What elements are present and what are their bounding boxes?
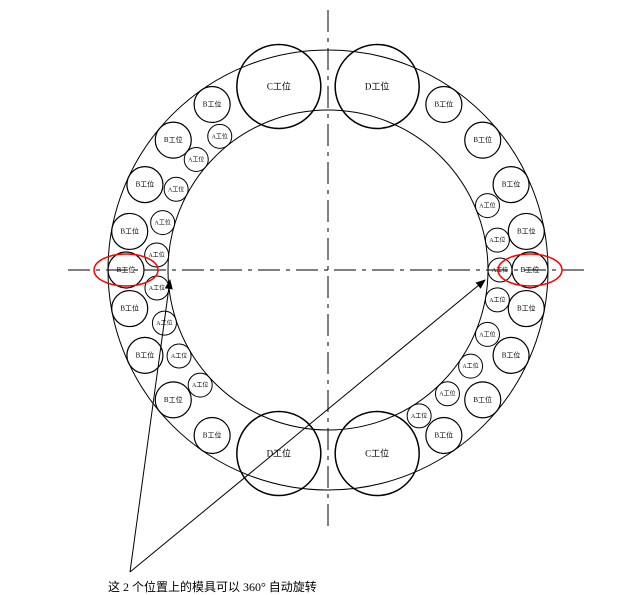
b-station-label: B工位	[117, 265, 136, 274]
annotation-arrow	[130, 280, 170, 572]
a-station-label: A工位	[212, 132, 228, 140]
b-station-label: B工位	[435, 100, 454, 109]
b-station-label: B工位	[473, 395, 492, 404]
b-station-label: B工位	[517, 226, 536, 235]
a-station-label: A工位	[489, 236, 505, 244]
b-station-label: B工位	[120, 304, 139, 313]
a-station-label: A工位	[168, 185, 184, 193]
a-station-label: A工位	[149, 284, 165, 292]
a-station-label: A工位	[192, 381, 208, 389]
b-station-label: B工位	[136, 180, 155, 189]
b-station-label: B工位	[521, 265, 540, 274]
b-station-label: B工位	[120, 226, 139, 235]
b-station-label: B工位	[164, 135, 183, 144]
a-station-label: A工位	[479, 330, 495, 338]
a-station-label: A工位	[479, 202, 495, 210]
a-station-label: A工位	[492, 266, 508, 274]
a-station-label: A工位	[148, 251, 164, 259]
rotation-annotation: 这 2 个位置上的模具可以 360° 自动旋转	[108, 578, 317, 595]
b-station-label: B工位	[435, 430, 454, 439]
big-station-label: C工位	[267, 80, 291, 91]
annotation-arrow	[130, 280, 485, 572]
a-station-label: A工位	[489, 296, 505, 304]
b-station-label: B工位	[136, 350, 155, 359]
b-station-label: B工位	[203, 100, 222, 109]
a-station-label: A工位	[411, 412, 427, 420]
b-station-label: B工位	[517, 304, 536, 313]
b-station-label: B工位	[203, 430, 222, 439]
a-station-label: A工位	[188, 155, 204, 163]
turret-diagram: C工位D工位D工位C工位B工位B工位B工位B工位B工位B工位B工位B工位B工位B…	[0, 0, 637, 593]
a-station-label: A工位	[462, 362, 478, 370]
b-station-label: B工位	[502, 180, 521, 189]
big-station-label: C工位	[365, 448, 389, 459]
a-station-label: A工位	[171, 352, 187, 360]
b-station-label: B工位	[502, 350, 521, 359]
b-station-label: B工位	[164, 395, 183, 404]
a-station-label: A工位	[439, 390, 455, 398]
b-station-label: B工位	[473, 135, 492, 144]
big-station-label: D工位	[365, 80, 390, 91]
a-station-label: A工位	[154, 219, 170, 227]
